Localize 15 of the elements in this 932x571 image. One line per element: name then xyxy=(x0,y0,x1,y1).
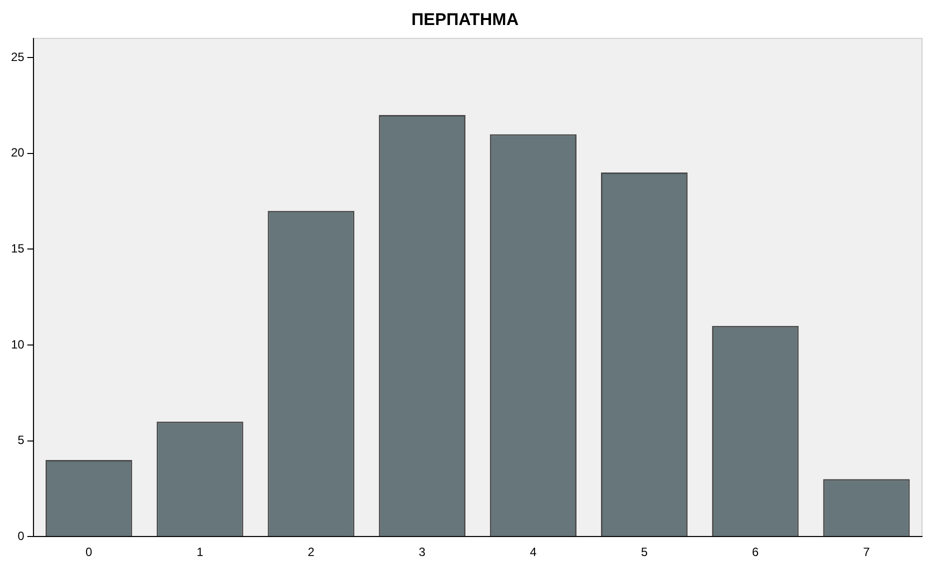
x-tick-label: 6 xyxy=(752,545,760,560)
chart-title: ΠΕΡΠΑΤΗΜΑ xyxy=(411,10,519,29)
y-tick-label: 25 xyxy=(10,50,25,64)
y-tick-label: 15 xyxy=(10,241,25,256)
x-tick-label: 1 xyxy=(196,545,204,560)
y-tick-label: 5 xyxy=(18,433,25,448)
y-tick-label: 10 xyxy=(10,337,25,352)
y-tick-label: 20 xyxy=(10,146,25,160)
x-tick-label: 3 xyxy=(418,545,426,560)
x-tick-label: 4 xyxy=(530,545,537,560)
x-tick-label: 5 xyxy=(640,545,648,560)
x-tick-label: 2 xyxy=(308,545,315,560)
x-tick-label: 7 xyxy=(863,545,870,560)
x-tick-label: 0 xyxy=(86,545,93,560)
y-tick-label: 0 xyxy=(18,528,25,543)
